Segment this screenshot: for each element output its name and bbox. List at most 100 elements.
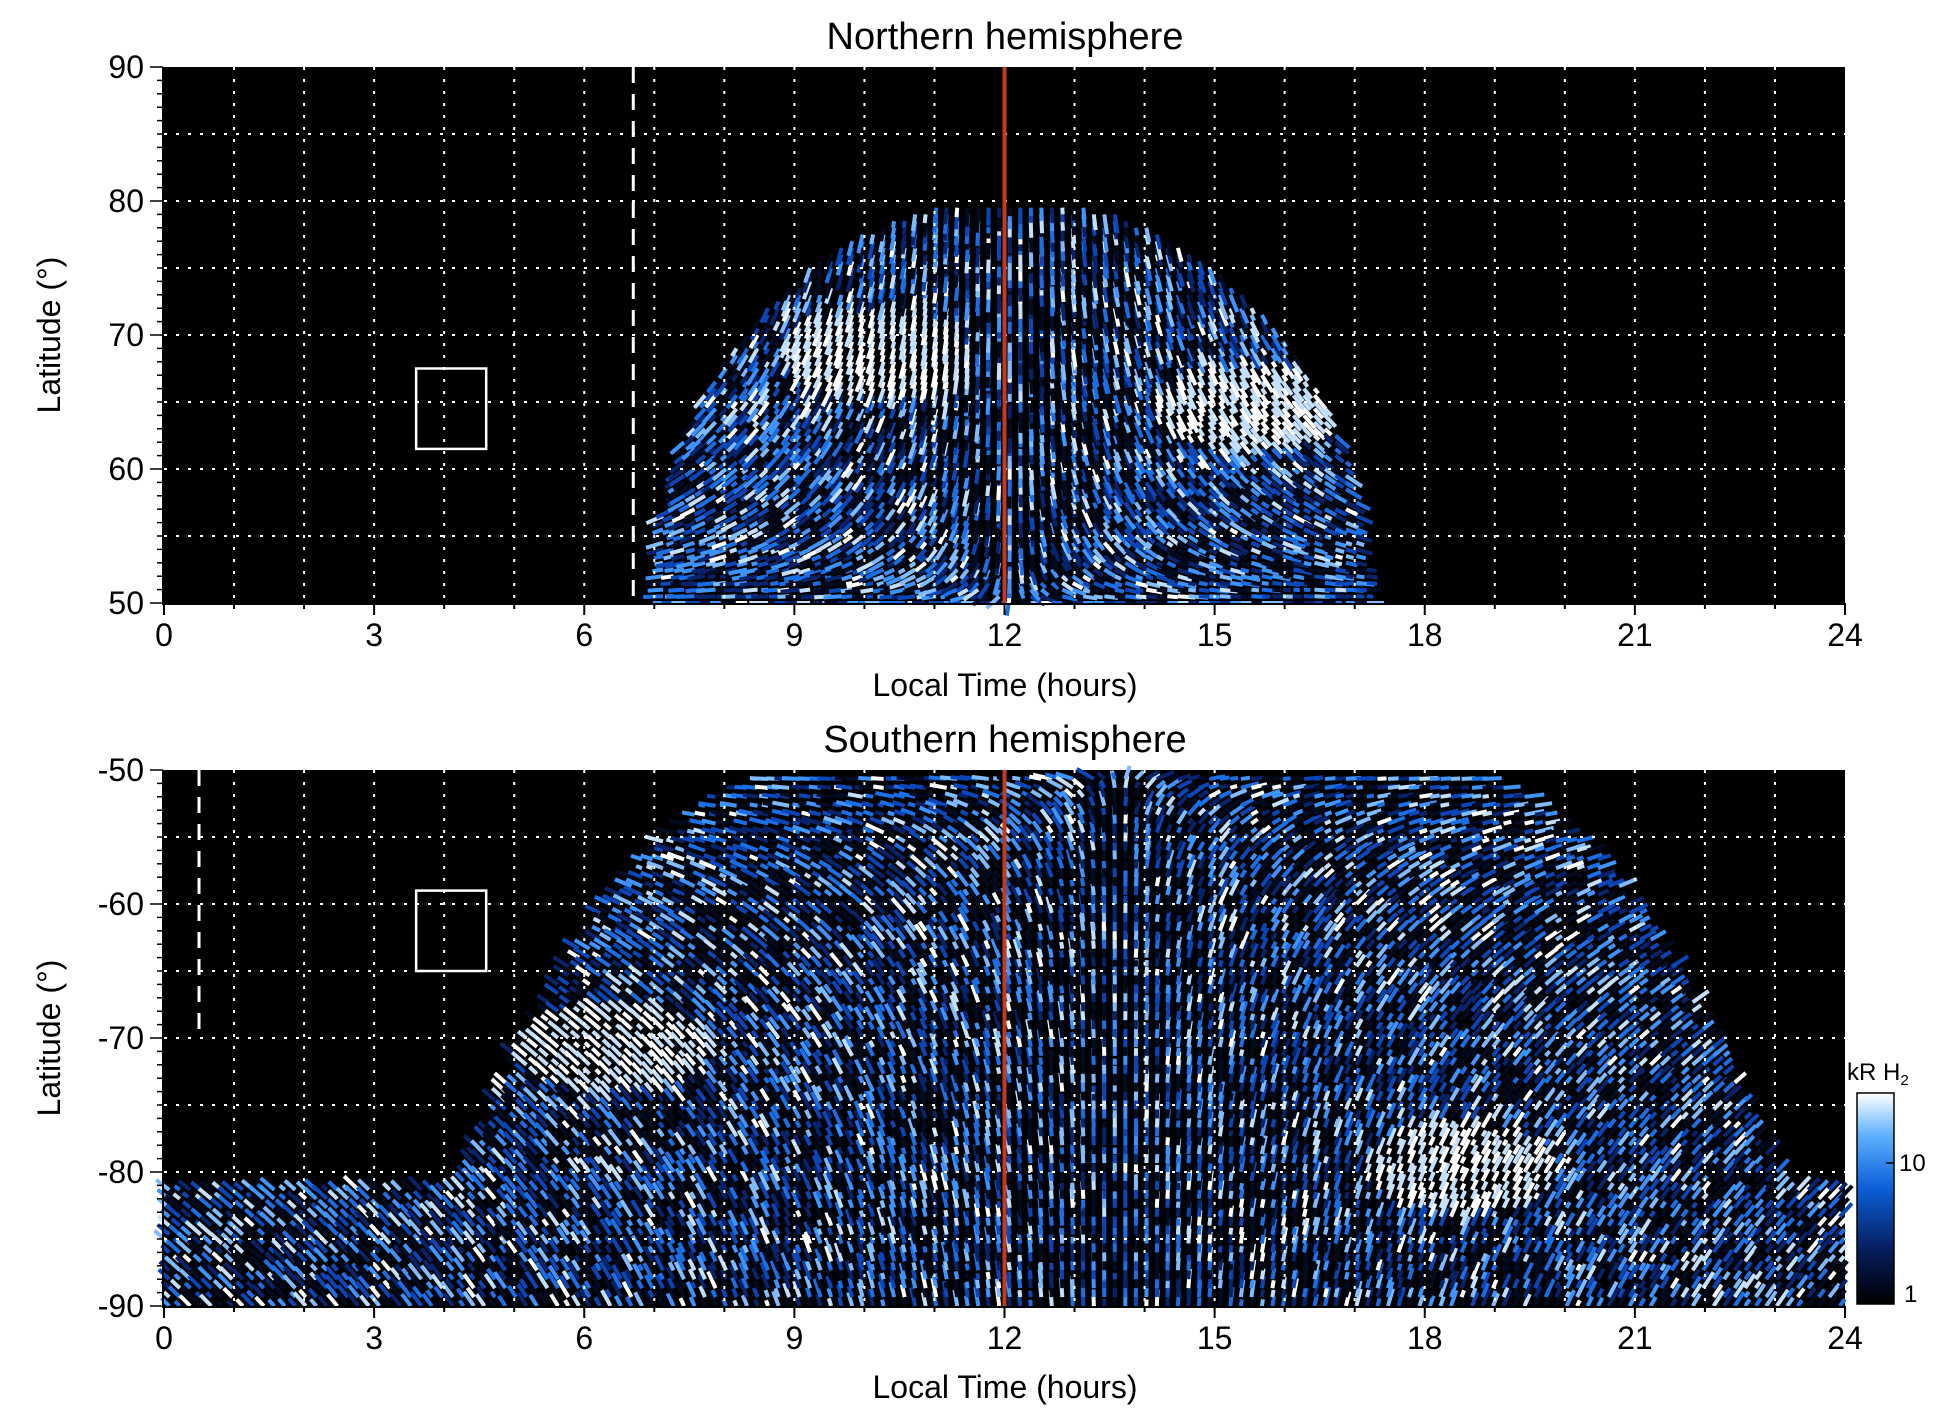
emission-streak	[1113, 528, 1129, 546]
emission-streak	[872, 574, 885, 582]
emission-streak	[738, 387, 749, 401]
emission-streak	[885, 428, 897, 447]
emission-streak	[889, 301, 897, 314]
emission-streak	[833, 347, 844, 367]
emission-streak	[798, 547, 811, 557]
emission-streak	[1039, 334, 1045, 353]
emission-streak	[1114, 587, 1125, 594]
emission-streak	[851, 574, 864, 582]
emission-streak	[892, 547, 907, 561]
emission-streak	[1102, 528, 1115, 543]
emission-streak	[842, 414, 854, 433]
emission-streak	[1208, 574, 1217, 580]
emission-streak	[938, 521, 949, 538]
emission-streak	[1251, 587, 1260, 593]
emission-streak	[1112, 461, 1121, 473]
emission-streak	[719, 574, 727, 580]
south-title: Southern hemisphere	[823, 719, 1186, 761]
emission-streak	[674, 845, 685, 853]
emission-streak	[954, 321, 960, 330]
emission-streak	[675, 560, 695, 569]
emission-streak	[834, 427, 844, 440]
emission-streak	[866, 594, 874, 599]
emission-streak	[870, 527, 886, 543]
emission-streak	[888, 441, 897, 454]
emission-streak	[839, 521, 854, 535]
emission-streak	[1049, 555, 1060, 569]
emission-streak	[1112, 448, 1122, 462]
emission-streak	[801, 294, 813, 314]
emission-streak	[886, 414, 897, 433]
emission-streak	[821, 487, 833, 500]
emission-streak	[917, 587, 937, 597]
emission-streak	[813, 587, 832, 594]
emission-streak	[1092, 528, 1101, 538]
emission-streak	[704, 460, 717, 472]
emission-streak	[809, 520, 822, 532]
emission-streak	[815, 294, 823, 304]
emission-streak	[802, 394, 812, 407]
emission-streak	[1102, 347, 1110, 365]
emission-streak	[827, 540, 843, 553]
emission-streak	[933, 554, 949, 573]
emission-streak	[675, 480, 686, 490]
emission-streak	[824, 367, 833, 381]
emission-streak	[1070, 207, 1076, 221]
emission-streak	[799, 587, 811, 593]
emission-streak	[921, 220, 928, 237]
emission-streak	[764, 574, 780, 581]
emission-streak	[888, 501, 896, 511]
emission-streak	[1208, 554, 1216, 561]
emission-streak	[664, 560, 685, 569]
emission-streak	[939, 535, 949, 546]
emission-streak	[740, 514, 749, 521]
north-x-tick-label: 18	[1407, 617, 1443, 653]
emission-streak	[771, 447, 781, 457]
emission-streak	[1112, 434, 1120, 445]
emission-streak	[985, 455, 991, 475]
emission-streak	[1091, 481, 1099, 490]
emission-streak	[736, 560, 748, 568]
emission-streak	[1091, 468, 1101, 483]
emission-streak	[873, 474, 886, 493]
emission-streak	[803, 314, 812, 327]
emission-streak	[833, 381, 844, 398]
emission-streak	[743, 427, 760, 446]
emission-streak	[1113, 554, 1123, 563]
north-x-tick-label: 15	[1197, 617, 1233, 653]
emission-streak	[961, 488, 970, 507]
emission-streak	[823, 594, 842, 600]
emission-streak	[824, 574, 843, 583]
emission-streak	[1093, 587, 1101, 594]
emission-streak	[847, 401, 854, 410]
emission-streak	[663, 520, 675, 529]
emission-streak	[772, 387, 781, 398]
emission-streak	[770, 560, 790, 571]
emission-streak	[799, 380, 812, 400]
emission-streak	[1123, 501, 1138, 520]
emission-streak	[731, 1165, 739, 1173]
emission-streak	[784, 354, 791, 363]
emission-streak	[851, 534, 864, 546]
emission-streak	[886, 561, 896, 569]
emission-streak	[1039, 562, 1048, 574]
emission-streak	[853, 481, 865, 494]
south-panel: Southern hemisphere 0 3 6 9 12 15 18 21 …	[31, 719, 1863, 1405]
emission-streak	[867, 561, 885, 573]
emission-streak	[805, 300, 813, 310]
emission-streak	[1134, 501, 1143, 511]
emission-streak	[1303, 554, 1315, 561]
emission-streak	[954, 348, 960, 356]
emission-streak	[1293, 574, 1305, 580]
emission-streak	[889, 434, 897, 443]
emission-streak	[1060, 441, 1068, 460]
emission-streak	[1133, 394, 1144, 414]
emission-streak	[1123, 388, 1133, 406]
emission-streak	[1091, 274, 1098, 289]
emission-streak	[900, 461, 907, 470]
emission-streak	[792, 314, 802, 328]
emission-streak	[820, 394, 833, 415]
north-emission-map	[643, 207, 1384, 616]
emission-streak	[904, 521, 917, 537]
emission-streak	[872, 514, 886, 530]
